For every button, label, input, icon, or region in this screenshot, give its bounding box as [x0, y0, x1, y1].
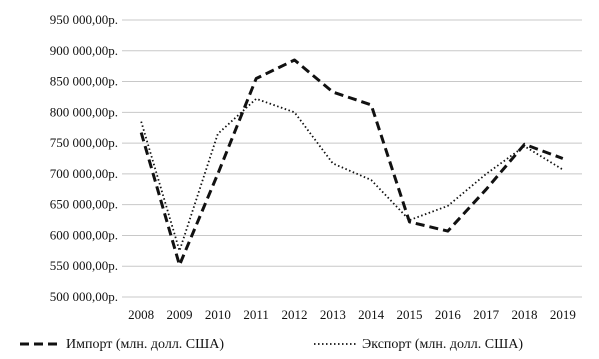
x-axis-tick-labels: 2008 2009 2010 2011 2012 2013 2014 2015 2016 2017… — [128, 307, 576, 322]
gridlines — [122, 19, 582, 298]
y-tick-label: 500 000,00р. — [50, 289, 118, 304]
x-tick-label: 2016 — [435, 307, 462, 322]
y-tick-label: 550 000,00р. — [50, 258, 118, 273]
series-line-export — [140, 97, 564, 252]
legend-label-export: Экспорт (млн. долл. США) — [362, 337, 523, 352]
x-tick-label: 2009 — [167, 307, 193, 322]
y-tick-label: 600 000,00р. — [50, 227, 118, 242]
y-tick-label: 650 000,00р. — [50, 197, 118, 212]
series-line-import — [139, 58, 564, 267]
legend: Импорт (млн. долл. США) Экспорт (млн. до… — [20, 337, 523, 352]
y-tick-label: 850 000,00р. — [50, 74, 118, 89]
y-tick-label: 800 000,00р. — [50, 104, 118, 119]
x-tick-label: 2011 — [243, 307, 269, 322]
legend-label-import: Импорт (млн. долл. США) — [66, 337, 224, 352]
x-tick-label: 2019 — [550, 307, 576, 322]
series-lines — [139, 58, 564, 267]
y-tick-label: 750 000,00р. — [50, 135, 118, 150]
x-tick-label: 2008 — [128, 307, 154, 322]
x-tick-label: 2018 — [512, 307, 538, 322]
y-tick-label: 700 000,00р. — [50, 166, 118, 181]
x-tick-label: 2017 — [473, 307, 500, 322]
x-tick-label: 2013 — [320, 307, 346, 322]
y-tick-label: 900 000,00р. — [50, 43, 118, 58]
x-tick-label: 2010 — [205, 307, 231, 322]
x-tick-label: 2015 — [397, 307, 423, 322]
y-axis-tick-labels: 500 000,00р. 550 000,00р. 600 000,00р. 650 … — [50, 12, 118, 304]
y-tick-label: 950 000,00р. — [50, 12, 118, 27]
x-tick-label: 2012 — [282, 307, 308, 322]
x-tick-label: 2014 — [358, 307, 385, 322]
